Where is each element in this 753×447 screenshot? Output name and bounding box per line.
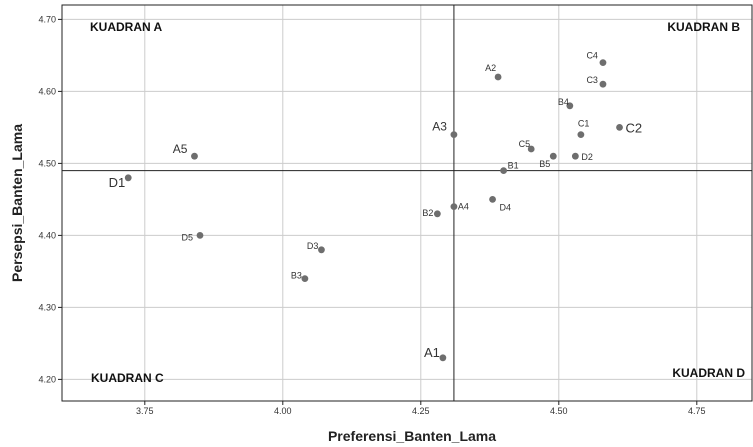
data-point-b4 bbox=[566, 102, 574, 110]
point-label-c3: C3 bbox=[586, 75, 598, 85]
data-point-d5 bbox=[196, 232, 204, 239]
quadrant-c-label: KUADRAN C bbox=[91, 371, 164, 385]
data-point-c3 bbox=[599, 80, 607, 88]
point-label-c4: C4 bbox=[586, 51, 598, 61]
x-tick-label: 4.75 bbox=[688, 406, 706, 416]
y-tick-label: 4.40 bbox=[38, 230, 56, 240]
data-point-d4 bbox=[489, 196, 496, 203]
point-label-d3: D3 bbox=[307, 241, 319, 251]
y-tick-label: 4.70 bbox=[38, 14, 56, 24]
reference-lines bbox=[62, 5, 752, 401]
point-label-b2: B2 bbox=[422, 208, 433, 218]
x-axis-ticks: 3.75 4.00 4.25 4.50 4.75 bbox=[136, 401, 706, 416]
y-tick-label: 4.20 bbox=[38, 374, 56, 384]
quadrant-b-label: KUADRAN B bbox=[667, 20, 740, 34]
point-label-a3: A3 bbox=[432, 120, 447, 134]
point-label-d4: D4 bbox=[500, 202, 512, 212]
data-point-a3 bbox=[450, 131, 458, 139]
x-tick-label: 4.00 bbox=[274, 406, 292, 416]
point-label-a5: A5 bbox=[173, 142, 188, 156]
data-point-b1 bbox=[500, 167, 507, 175]
point-label-b1: B1 bbox=[508, 161, 519, 171]
quadrant-d-label: KUADRAN D bbox=[672, 366, 745, 380]
point-label-b4: B4 bbox=[558, 97, 569, 107]
data-point-b5 bbox=[549, 152, 557, 160]
point-label-c5: C5 bbox=[519, 139, 531, 149]
quadrant-a-label: KUADRAN A bbox=[90, 20, 163, 34]
point-label-a4: A4 bbox=[458, 202, 469, 212]
plot-frame bbox=[61, 4, 753, 402]
point-label-b5: B5 bbox=[539, 159, 550, 169]
data-point-b2 bbox=[433, 210, 441, 218]
data-point-a1 bbox=[439, 354, 447, 362]
data-point-c1 bbox=[577, 131, 585, 139]
data-point-d1 bbox=[124, 174, 132, 182]
point-label-b3: B3 bbox=[291, 271, 302, 281]
x-tick-label: 3.75 bbox=[136, 406, 154, 416]
grid-lines bbox=[62, 5, 752, 401]
x-tick-label: 4.25 bbox=[412, 406, 430, 416]
data-point-c5 bbox=[527, 145, 535, 153]
data-points bbox=[124, 59, 623, 362]
y-axis-title: Persepsi_Banten_Lama bbox=[9, 124, 25, 282]
data-point-a2 bbox=[494, 73, 502, 81]
data-point-c2 bbox=[616, 124, 623, 131]
point-label-c2: C2 bbox=[626, 120, 643, 135]
point-label-a2: A2 bbox=[485, 63, 496, 73]
point-label-d1: D1 bbox=[109, 175, 126, 190]
data-point-a4 bbox=[450, 203, 458, 211]
y-tick-label: 4.60 bbox=[38, 86, 56, 96]
data-point-c4 bbox=[599, 59, 607, 66]
data-point-d2 bbox=[571, 152, 579, 160]
point-label-d2: D2 bbox=[581, 152, 593, 162]
data-point-d3 bbox=[318, 246, 325, 254]
point-label-c1: C1 bbox=[578, 119, 590, 129]
data-point-a5 bbox=[191, 152, 198, 160]
data-point-b3 bbox=[301, 275, 309, 282]
point-labels: A1 A2 A3 A4 A5 B1 B2 B3 B4 B5 C1 C2 C3 C4 C5 D1 D2 D3 D4 D5 bbox=[109, 51, 643, 360]
y-tick-label: 4.30 bbox=[38, 302, 56, 312]
point-label-a1: A1 bbox=[424, 345, 440, 360]
point-label-d5: D5 bbox=[181, 232, 193, 242]
x-axis-title: Preferensi_Banten_Lama bbox=[328, 428, 496, 444]
y-tick-label: 4.50 bbox=[38, 158, 56, 168]
y-axis-ticks: 4.20 4.30 4.40 4.50 4.60 4.70 bbox=[38, 14, 62, 384]
x-tick-label: 4.50 bbox=[550, 406, 568, 416]
